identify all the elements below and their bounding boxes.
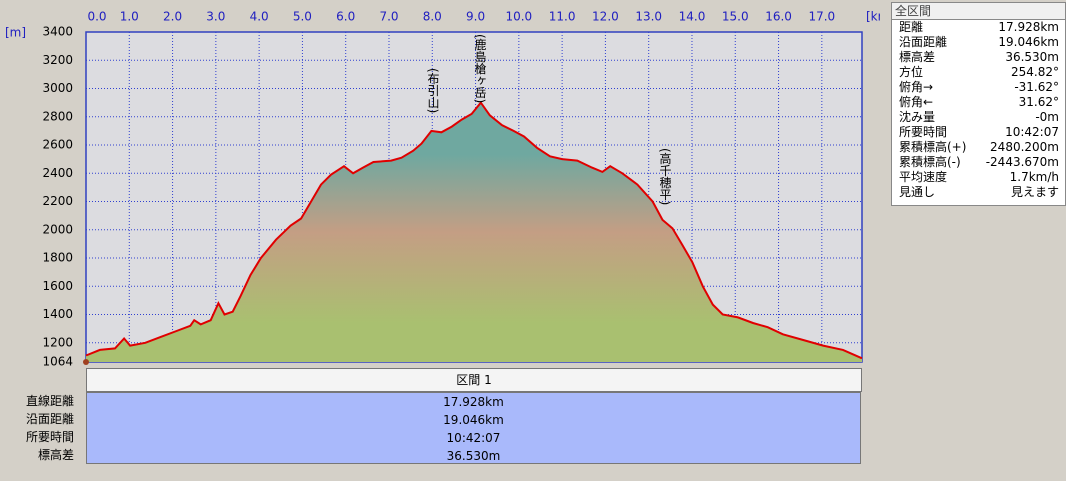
panel-value: 17.928km <box>998 20 1059 34</box>
panel-row: 沿面距離 19.046km <box>892 35 1065 50</box>
x-tick-label: 11.0 <box>549 10 576 24</box>
y-tick-label: 3200 <box>42 53 73 67</box>
panel-row: 累積標高(-) -2443.670m <box>892 155 1065 170</box>
segment-value: 19.046km <box>443 413 504 427</box>
y-tick-label: 2000 <box>42 222 73 236</box>
panel-row: 方位 254.82° <box>892 65 1065 80</box>
segment-body: 17.928km 19.046km 10:42:07 36.530m <box>86 392 861 464</box>
panel-value: -0m <box>1035 110 1059 124</box>
panel-value: 254.82° <box>1011 65 1059 79</box>
segment-label: 沿面距離 <box>25 412 74 426</box>
panel-row: 標高差 36.530m <box>892 50 1065 65</box>
y-tick-label: 2400 <box>42 166 73 180</box>
y-unit: [m] <box>5 26 26 40</box>
segment-value: 36.530m <box>446 449 501 463</box>
panel-value: 見えます <box>1010 185 1059 199</box>
x-tick-label: 13.0 <box>635 10 662 24</box>
segment-value: 17.928km <box>443 395 504 409</box>
panel-row: 沈み量 -0m <box>892 110 1065 125</box>
y-tick-label: 1400 <box>42 307 73 321</box>
x-tick-label: 8.0 <box>423 10 442 24</box>
y-tick-label: 1800 <box>42 251 73 265</box>
panel-label: 標高差 <box>899 50 936 64</box>
y-tick-label: 2800 <box>42 109 73 123</box>
start-marker <box>83 359 89 365</box>
panel-row: 俯角← 31.62° <box>892 95 1065 110</box>
panel-label: 俯角→ <box>899 80 934 94</box>
panel-row: 距離 17.928km <box>892 20 1065 35</box>
x-tick-label: 1.0 <box>120 10 139 24</box>
x-unit: [km] <box>866 10 880 24</box>
panel-value: 2480.200m <box>990 140 1059 154</box>
panel-label: 沿面距離 <box>899 35 948 49</box>
panel-rows: 距離 17.928km 沿面距離 19.046km 標高差 36.530m 方位 254.82… <box>892 20 1065 200</box>
panel-value: 1.7km/h <box>1009 170 1059 184</box>
y-tick-label: 1064 <box>42 355 73 369</box>
panel-value: 10:42:07 <box>1005 125 1059 139</box>
segment-label: 標高差 <box>37 448 74 462</box>
peak-label: (高千穂平) <box>658 148 672 205</box>
panel-label: 沈み量 <box>899 110 936 124</box>
panel-value: 36.530m <box>1005 50 1059 64</box>
x-tick-label: 6.0 <box>336 10 355 24</box>
panel-title: 全区間 <box>892 3 1065 20</box>
panel-row: 累積標高(+) 2480.200m <box>892 140 1065 155</box>
panel-row: 俯角→ -31.62° <box>892 80 1065 95</box>
y-tick-label: 2600 <box>42 138 73 152</box>
x-tick-label: 5.0 <box>293 10 312 24</box>
panel-label: 俯角← <box>899 95 934 109</box>
x-tick-label: 4.0 <box>250 10 269 24</box>
segment-label: 直線距離 <box>25 394 74 408</box>
x-tick-label: 17.0 <box>808 10 835 24</box>
panel-value: -31.62° <box>1014 80 1059 94</box>
summary-panel: 全区間 距離 17.928km 沿面距離 19.046km 標高差 36.530m 方位 25… <box>891 2 1066 206</box>
y-tick-label: 3400 <box>42 25 73 39</box>
x-tick-label: 14.0 <box>679 10 706 24</box>
segment-value: 10:42:07 <box>446 431 501 445</box>
panel-label: 見通し <box>899 185 936 199</box>
panel-value: 19.046km <box>998 35 1059 49</box>
x-tick-label: 2.0 <box>163 10 182 24</box>
segment-header: 区間 1 <box>86 368 862 392</box>
y-tick-label: 1200 <box>42 335 73 349</box>
x-tick-label: 9.0 <box>466 10 485 24</box>
panel-row: 所要時間 10:42:07 <box>892 125 1065 140</box>
segment-label: 所要時間 <box>25 430 74 444</box>
panel-label: 距離 <box>899 20 924 34</box>
peak-label: (布引山) <box>426 68 440 113</box>
x-tick-label: 7.0 <box>379 10 398 24</box>
panel-row: 平均速度 1.7km/h <box>892 170 1065 185</box>
panel-value: 31.62° <box>1018 95 1059 109</box>
panel-label: 方位 <box>899 65 924 79</box>
y-tick-label: 1600 <box>42 279 73 293</box>
x-tick-label: 12.0 <box>592 10 619 24</box>
line <box>85 100 863 360</box>
panel-label: 累積標高(+) <box>899 140 967 154</box>
x-tick-label: 3.0 <box>206 10 225 24</box>
x-tick-label: 15.0 <box>722 10 749 24</box>
panel-value: -2443.670m <box>985 155 1059 169</box>
panel-label: 所要時間 <box>899 125 948 139</box>
panel-row: 見通し 見えます <box>892 185 1065 200</box>
x-tick-label: 0.0 <box>87 10 106 24</box>
area <box>86 102 862 362</box>
panel-label: 平均速度 <box>899 170 948 184</box>
y-tick-label: 3000 <box>42 81 73 95</box>
peak-label: (鹿島槍ヶ岳) <box>473 34 487 103</box>
y-tick-label: 2200 <box>42 194 73 208</box>
panel-label: 累積標高(-) <box>899 155 961 169</box>
x-tick-label: 16.0 <box>765 10 792 24</box>
chart: [m] [km] 1064 1200 1400 1600 1800 2000 2200 240… <box>5 10 880 369</box>
x-tick-label: 10.0 <box>505 10 532 24</box>
